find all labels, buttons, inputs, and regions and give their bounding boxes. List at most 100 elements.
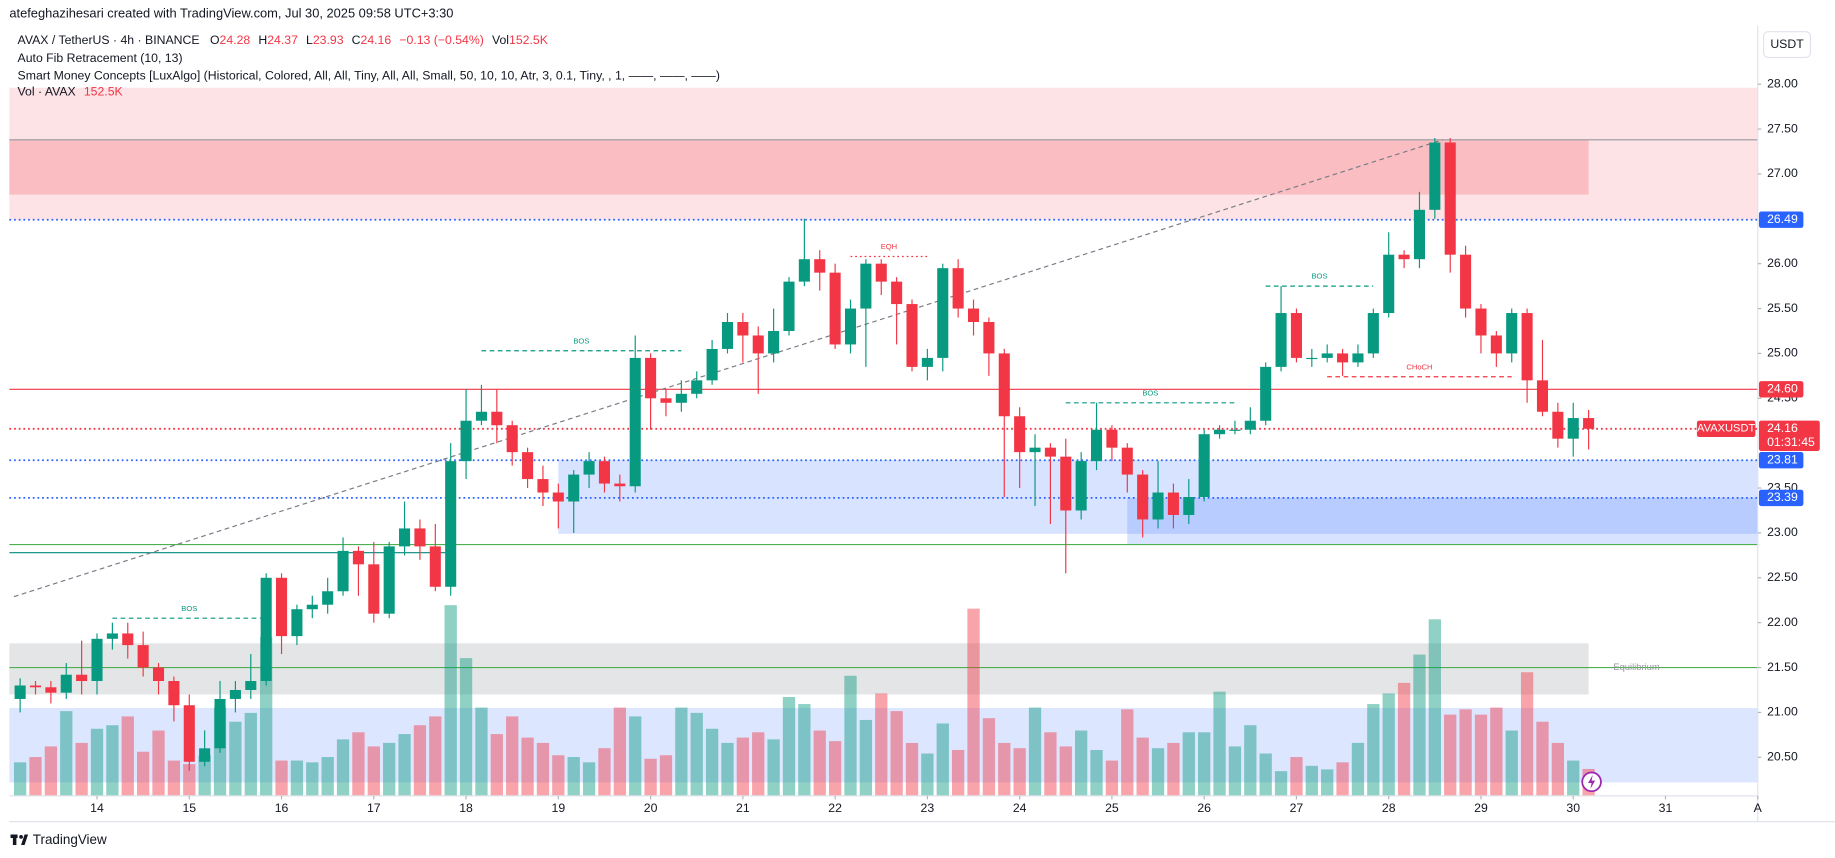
candle-body bbox=[875, 263, 887, 282]
volume-bar bbox=[13, 762, 27, 796]
volume-bar bbox=[967, 608, 980, 796]
volume-bar bbox=[1474, 714, 1488, 796]
volume-bar bbox=[244, 712, 257, 796]
annotations: BOS BOS EQH BOS BOS CHoCH Equilibrium bbox=[112, 242, 1660, 672]
candle-body bbox=[1167, 492, 1179, 515]
price-label-box bbox=[1758, 211, 1804, 228]
volume-bar bbox=[229, 721, 242, 796]
volume-bar bbox=[1228, 746, 1242, 796]
candle-body bbox=[583, 461, 595, 475]
candle-body bbox=[629, 357, 641, 487]
candle-body bbox=[1490, 335, 1502, 354]
candle-body bbox=[1552, 411, 1564, 439]
vol-key: Vol bbox=[492, 33, 509, 47]
y-tick-label: 25.50 bbox=[1767, 301, 1798, 315]
currency-button[interactable] bbox=[1763, 31, 1812, 59]
candle-body bbox=[1214, 429, 1226, 435]
ohlc-key: L bbox=[306, 33, 313, 47]
countdown-label: 01:31:45 bbox=[1767, 435, 1815, 449]
candle-body bbox=[276, 577, 288, 637]
volume-bar bbox=[1413, 654, 1426, 796]
volume-bar bbox=[1444, 714, 1457, 796]
zone bbox=[9, 139, 1589, 195]
y-tick-label: 25.00 bbox=[1767, 346, 1798, 360]
candle-body bbox=[952, 268, 964, 309]
volume-bar bbox=[1290, 757, 1303, 796]
candle-body bbox=[860, 263, 872, 309]
volume-bar bbox=[1505, 730, 1518, 796]
candle-body bbox=[1029, 447, 1041, 453]
volume-bar bbox=[1075, 730, 1088, 796]
candle-body bbox=[106, 633, 118, 639]
last-price-box bbox=[1758, 420, 1820, 452]
volume-bar bbox=[552, 755, 565, 796]
x-tick-label: 22 bbox=[828, 801, 842, 815]
x-tick-label: 30 bbox=[1566, 801, 1580, 815]
volume-bar bbox=[413, 725, 427, 796]
axes: 28.0027.5027.0026.0025.5025.0024.5023.50… bbox=[90, 76, 1820, 815]
volume-bar bbox=[198, 755, 211, 796]
candle-body bbox=[1444, 142, 1456, 255]
candle-body bbox=[429, 546, 441, 587]
candle-body bbox=[383, 546, 395, 614]
volume-bar bbox=[152, 730, 165, 796]
candle-body bbox=[245, 681, 257, 690]
x-tick-label: 24 bbox=[1013, 801, 1027, 815]
candle-body bbox=[1121, 447, 1133, 475]
indicator-legend[interactable]: Smart Money Concepts [LuxAlgo] (Historic… bbox=[18, 68, 720, 82]
volume-pane bbox=[13, 605, 1595, 796]
candle-body bbox=[737, 322, 749, 336]
volume-bar bbox=[1536, 721, 1549, 796]
symbol: AVAX / TetherUS · 4h · BINANCE bbox=[18, 33, 200, 47]
candle-body bbox=[1044, 447, 1056, 457]
candle-body bbox=[14, 685, 26, 699]
volume-legend[interactable]: Vol · AVAX 152.5K bbox=[18, 85, 124, 99]
candle-body bbox=[1198, 434, 1210, 498]
y-tick-label: 28.00 bbox=[1767, 76, 1798, 90]
candle-body bbox=[1567, 418, 1579, 439]
volume-bar bbox=[336, 739, 350, 796]
vol-value: 152.5K bbox=[509, 33, 549, 47]
candle-body bbox=[306, 604, 318, 610]
volume-bar bbox=[121, 716, 134, 796]
volume-bar bbox=[1059, 746, 1072, 796]
legend-symbol: AVAX / TetherUS · 4h · BINANCE O24.28 H2… bbox=[18, 33, 549, 47]
indicator-legend[interactable]: Auto Fib Retracement (10, 13) bbox=[18, 51, 183, 65]
x-tick-label: 25 bbox=[1105, 801, 1119, 815]
volume-bar bbox=[1136, 737, 1149, 796]
candle-body bbox=[967, 308, 980, 323]
logo-part bbox=[12, 834, 17, 846]
candle-body bbox=[844, 308, 857, 345]
ohlc-value: 23.93 bbox=[313, 33, 344, 47]
structure-label: BOS bbox=[1311, 272, 1327, 281]
candle-body bbox=[675, 393, 687, 403]
ohlc-key: O bbox=[210, 33, 220, 47]
candle-body bbox=[1367, 313, 1379, 354]
y-tick-label: 21.00 bbox=[1767, 705, 1798, 719]
volume-bar bbox=[383, 742, 396, 796]
volume-bar bbox=[613, 707, 626, 796]
volume-bar bbox=[936, 723, 949, 796]
y-tick-label: 22.00 bbox=[1767, 615, 1798, 629]
alert-icon-bolt bbox=[1588, 774, 1596, 789]
candle-body bbox=[1075, 461, 1087, 511]
levels bbox=[9, 139, 1758, 669]
volume-bar bbox=[1090, 749, 1103, 796]
volume-bar bbox=[1244, 725, 1257, 796]
ohlc-key: C bbox=[352, 33, 361, 47]
currency-label: USDT bbox=[1770, 37, 1804, 51]
price-label-box bbox=[1758, 452, 1804, 469]
volume-bar bbox=[982, 718, 996, 796]
ohlc-value: 24.37 bbox=[267, 33, 298, 47]
volume-bar bbox=[890, 711, 903, 796]
volume-bar bbox=[690, 712, 703, 796]
volume-bar bbox=[44, 746, 58, 796]
candle-body bbox=[1429, 142, 1441, 210]
candle-body bbox=[60, 674, 72, 693]
volume-bar bbox=[921, 753, 934, 796]
candle-body bbox=[337, 550, 349, 592]
y-tick-label: 23.00 bbox=[1767, 525, 1798, 539]
volume-bar bbox=[106, 725, 119, 796]
volume-bar bbox=[29, 757, 42, 796]
vol-legend-value: 152.5K bbox=[84, 85, 124, 99]
